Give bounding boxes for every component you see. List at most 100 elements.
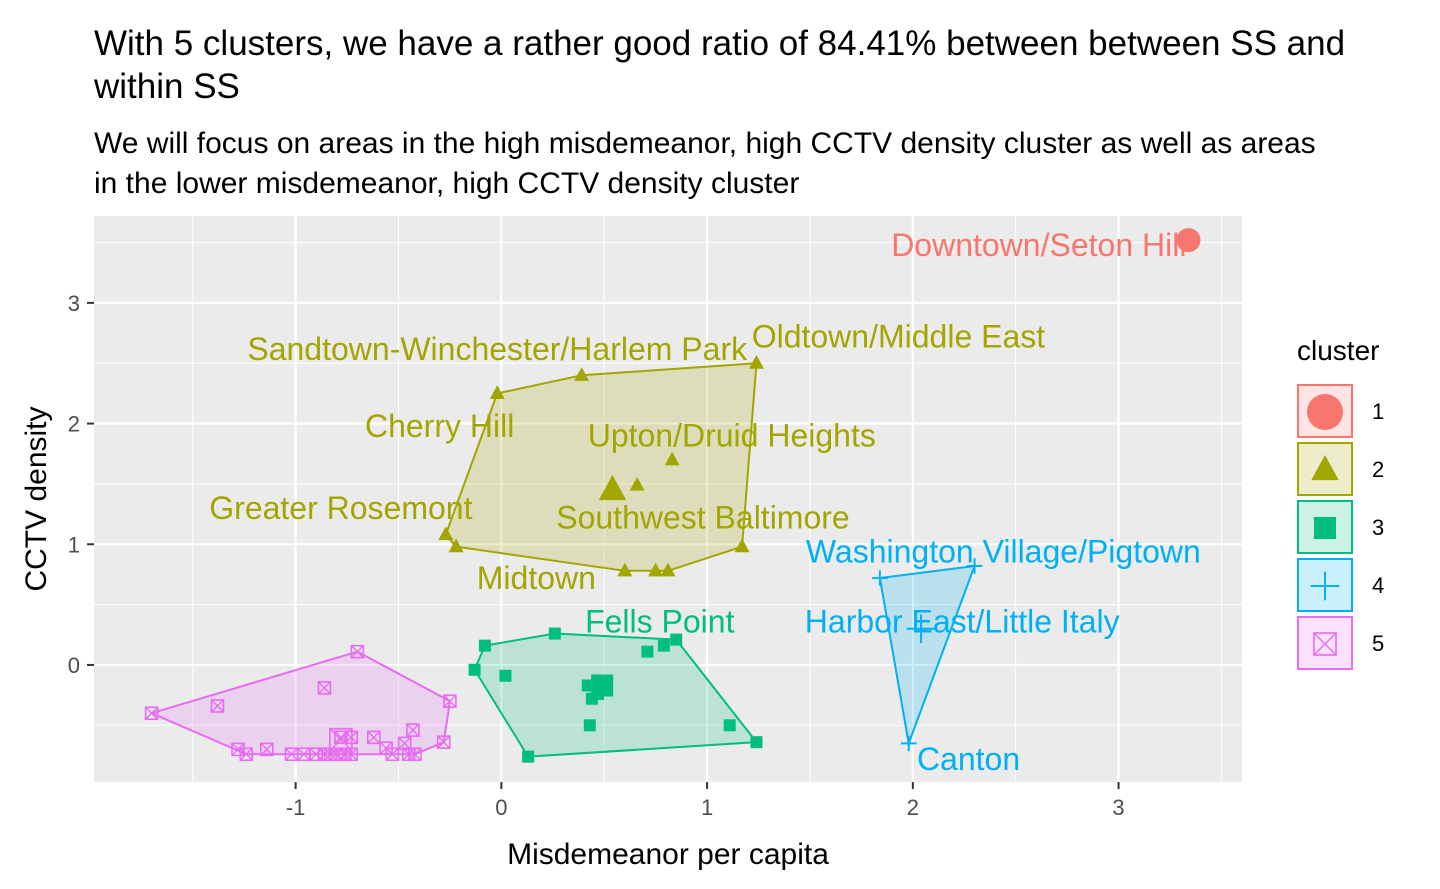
legend-key-2-symbol	[1311, 454, 1339, 481]
cluster-5-point-diag-b	[398, 736, 412, 750]
cluster-5-point-diag-b	[344, 747, 358, 761]
legend-key-3-symbol-glyph	[1314, 517, 1336, 539]
cluster-5-point-diag-b	[437, 735, 451, 749]
cluster-1-point	[1176, 228, 1201, 253]
cluster-3-point	[581, 679, 594, 692]
legend-key-4-symbol	[1310, 571, 1340, 601]
cluster-5-centroid-diag-b	[329, 728, 353, 752]
cluster-5-point	[144, 706, 159, 721]
cluster-2-point-label: Cherry Hill	[365, 408, 514, 444]
cluster-3-point	[657, 639, 670, 652]
x-axis-title: Misdemeanor per capita	[507, 838, 829, 871]
cluster-5-point-diag-b	[231, 742, 245, 756]
cluster-5-point-diag-b	[406, 723, 420, 737]
legend-key-2-symbol-glyph	[1311, 454, 1339, 481]
cluster-3-point-glyph	[670, 633, 683, 646]
cluster-3-point-glyph	[478, 639, 491, 652]
cluster-5-point-diag-b	[260, 742, 274, 756]
cluster-5-point-box	[366, 730, 381, 745]
legend: cluster 1 2 3 4 5	[1297, 335, 1384, 670]
cluster-5-point-diag-b	[297, 747, 311, 761]
legend-label-5: 5	[1372, 631, 1384, 656]
legend-key-5	[1297, 616, 1353, 670]
y-tick-label: 0	[68, 653, 80, 678]
cluster-5-point-diag-b	[385, 747, 399, 761]
legend-key-3	[1297, 500, 1353, 554]
cluster-2-point	[574, 367, 590, 381]
cluster-5-point	[260, 742, 274, 757]
y-tick-label: 1	[68, 532, 80, 557]
cluster-3-point-glyph	[641, 645, 654, 658]
cluster-3-point	[750, 736, 763, 749]
cluster-5-point-box	[443, 694, 457, 708]
cluster-2-point	[438, 526, 454, 541]
legend-key-3-symbol	[1314, 517, 1336, 539]
cluster-2-point-glyph	[489, 385, 505, 399]
cluster-3-point-glyph	[468, 663, 481, 676]
x-tick-label: 0	[495, 795, 507, 820]
data-points	[144, 228, 1201, 763]
cluster-2-point-glyph	[648, 562, 664, 577]
cluster-2-point-glyph	[448, 538, 464, 553]
cluster-3-centroid-glyph	[591, 674, 614, 697]
cluster-5-point-diag-b	[145, 706, 159, 720]
cluster-5-point-box	[408, 747, 422, 762]
cluster-5-centroid	[329, 727, 353, 752]
legend-key-box	[1297, 616, 1353, 670]
x-tick-label: -1	[286, 795, 306, 820]
legend-key-1-symbol-glyph	[1307, 394, 1343, 430]
cluster-3-point-glyph	[657, 639, 670, 652]
y-tick-label: 3	[68, 291, 80, 316]
cluster-2-point	[448, 538, 464, 553]
x-axis: -1 0 1 2 3	[286, 782, 1125, 820]
cluster-2-point	[617, 562, 633, 577]
cluster-4-point	[900, 735, 917, 752]
minor-gridlines	[94, 216, 1242, 782]
cluster-3-point	[641, 645, 654, 658]
chart-subtitle-line-2: in the lower misdemeanor, high CCTV dens…	[94, 167, 799, 200]
cluster-5-point	[366, 730, 381, 745]
cluster-5-point-box	[309, 747, 323, 762]
cluster-5-centroid-box	[329, 727, 353, 752]
cluster-5-point	[385, 747, 400, 762]
cluster-3-point-glyph	[723, 719, 736, 732]
chart-title-line-2: within SS	[93, 67, 240, 106]
cluster-2-point	[648, 562, 664, 577]
legend-key-5-symbol	[1313, 632, 1337, 656]
x-tick-label: 1	[701, 795, 713, 820]
cluster-5-point-box	[334, 730, 348, 745]
cluster-2-point-label: Oldtown/Middle East	[752, 319, 1046, 355]
legend-label-4: 4	[1372, 573, 1384, 598]
cluster-3-centroid	[591, 674, 614, 697]
cluster-4-point	[872, 570, 888, 586]
cluster-2-point-glyph	[438, 526, 454, 541]
cluster-5-point-box	[210, 699, 225, 713]
cluster-2-point	[660, 562, 676, 577]
cluster-4-centroid	[906, 614, 936, 644]
cluster-centroids	[329, 474, 936, 752]
cluster-5-point	[239, 747, 254, 762]
cluster-5-point-box	[260, 742, 274, 757]
cluster-5-point-box	[231, 742, 245, 757]
cluster-2-centroid-glyph	[598, 474, 627, 501]
cluster-2-point	[629, 476, 645, 491]
cluster-5-point-diag-b	[350, 645, 364, 659]
cluster-5-point	[317, 681, 332, 695]
major-gridlines	[94, 216, 1242, 782]
legend-key-4	[1297, 558, 1353, 612]
cluster-2-point-glyph	[660, 562, 676, 577]
y-tick-label: 2	[68, 412, 80, 437]
cluster-5-point-box	[350, 644, 365, 659]
cluster-1-point-glyph	[1176, 228, 1201, 253]
cluster-2-point-label: Upton/Druid Heights	[588, 418, 876, 454]
cluster-3-point	[468, 663, 481, 676]
legend-title: cluster	[1297, 335, 1379, 366]
cluster-5-point-box	[406, 723, 420, 737]
plot-panel	[94, 216, 1242, 782]
legend-key-1	[1297, 384, 1353, 438]
legend-label-1: 1	[1372, 399, 1384, 424]
cluster-5-point	[443, 694, 457, 708]
cluster-2-point	[734, 538, 750, 553]
cluster-3-point-glyph	[583, 719, 596, 732]
cluster-4-point-label: Canton	[917, 741, 1020, 777]
